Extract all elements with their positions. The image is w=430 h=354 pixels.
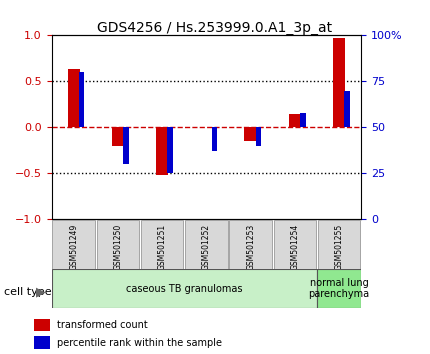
Bar — [344, 91, 350, 127]
FancyBboxPatch shape — [52, 269, 317, 308]
FancyBboxPatch shape — [52, 220, 95, 269]
Bar — [34, 336, 49, 349]
Bar — [289, 114, 301, 127]
Bar — [200, 126, 212, 127]
Text: GSM501254: GSM501254 — [290, 223, 299, 270]
Text: GSM501251: GSM501251 — [158, 223, 167, 269]
Text: normal lung
parenchyma: normal lung parenchyma — [308, 278, 370, 299]
FancyBboxPatch shape — [97, 220, 139, 269]
Bar — [156, 127, 169, 175]
FancyBboxPatch shape — [229, 220, 272, 269]
Text: cell type: cell type — [4, 287, 52, 297]
Bar — [112, 127, 124, 146]
Bar — [79, 72, 84, 127]
Text: GDS4256 / Hs.253999.0.A1_3p_at: GDS4256 / Hs.253999.0.A1_3p_at — [98, 21, 332, 35]
Bar — [300, 113, 306, 127]
Bar — [244, 127, 257, 141]
Bar — [333, 38, 345, 127]
Bar — [123, 127, 129, 164]
FancyBboxPatch shape — [185, 220, 227, 269]
Text: caseous TB granulomas: caseous TB granulomas — [126, 284, 243, 293]
Text: GSM501252: GSM501252 — [202, 223, 211, 269]
Text: percentile rank within the sample: percentile rank within the sample — [57, 338, 222, 348]
Bar — [256, 127, 261, 146]
Bar — [212, 127, 217, 152]
Text: GSM501249: GSM501249 — [69, 223, 78, 270]
Text: GSM501250: GSM501250 — [114, 223, 123, 270]
FancyBboxPatch shape — [318, 220, 360, 269]
Text: GSM501255: GSM501255 — [335, 223, 344, 270]
FancyBboxPatch shape — [273, 220, 316, 269]
Text: transformed count: transformed count — [57, 320, 148, 330]
Text: ▶: ▶ — [36, 286, 46, 298]
Bar — [68, 69, 80, 127]
Bar — [34, 319, 49, 331]
FancyBboxPatch shape — [141, 220, 184, 269]
Text: GSM501253: GSM501253 — [246, 223, 255, 270]
FancyBboxPatch shape — [317, 269, 361, 308]
Bar — [167, 127, 173, 173]
